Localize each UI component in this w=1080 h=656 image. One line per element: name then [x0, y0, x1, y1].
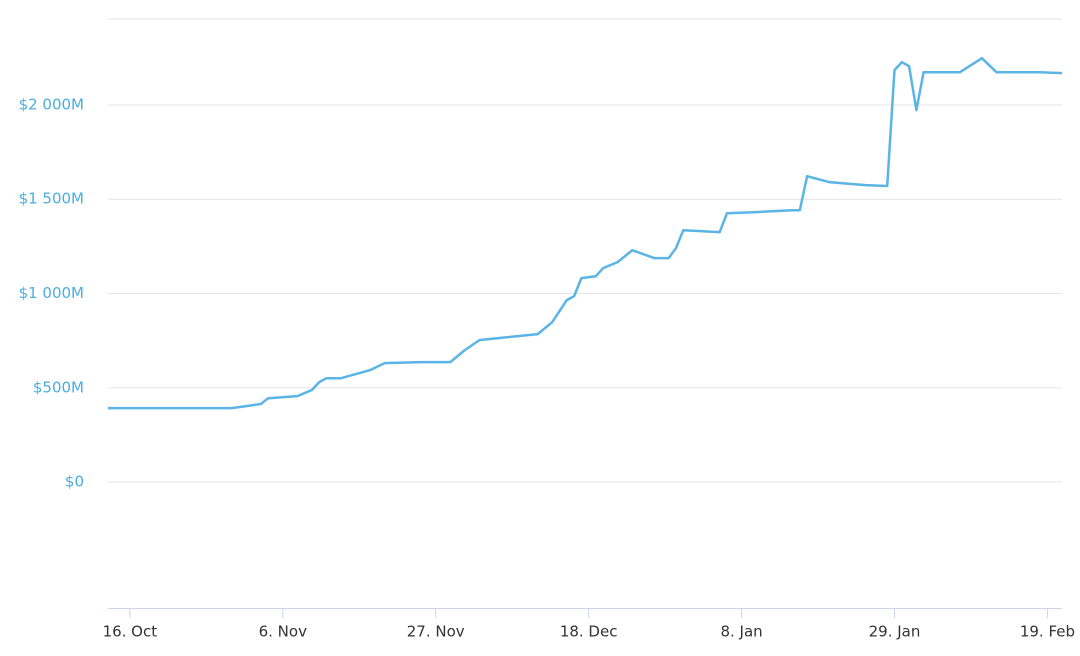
x-tick-label: 8. Jan	[720, 623, 762, 641]
x-tick-label: 18. Dec	[560, 623, 618, 641]
x-tick-label: 6. Nov	[259, 623, 307, 641]
y-tick-label: $2 000M	[19, 95, 84, 113]
x-tick-label: 29. Jan	[869, 623, 921, 641]
data-line	[108, 56, 1063, 410]
x-tick-label: 19. Feb	[1020, 623, 1075, 641]
y-tick-label: $500M	[33, 378, 84, 396]
x-tick-label: 16. Oct	[103, 623, 158, 641]
y-tick-label: $1 000M	[19, 284, 84, 302]
y-tick-label: $1 500M	[19, 190, 84, 208]
y-tick-label: $0	[65, 473, 84, 491]
x-tick-label: 27. Nov	[407, 623, 465, 641]
